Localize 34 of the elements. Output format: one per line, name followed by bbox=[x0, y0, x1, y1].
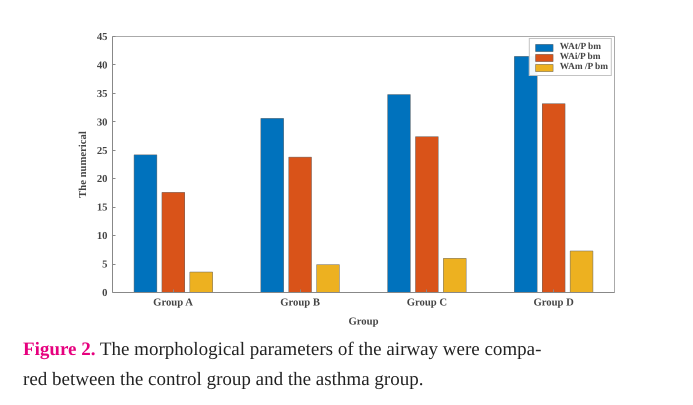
y-tick-label: 35 bbox=[96, 88, 108, 100]
y-tick-label: 10 bbox=[96, 231, 108, 242]
bar bbox=[514, 56, 538, 292]
legend-label: WAt/P bm bbox=[560, 42, 601, 52]
x-tick-label: Group B bbox=[280, 298, 320, 308]
y-tick-label: 30 bbox=[96, 117, 108, 128]
bar bbox=[415, 136, 439, 292]
bar bbox=[542, 103, 566, 292]
y-tick-label: 20 bbox=[96, 174, 108, 186]
text: The morphological parameters of the airway were compa- bbox=[100, 339, 542, 360]
bar bbox=[570, 250, 594, 292]
y-tick-label: 15 bbox=[96, 202, 108, 214]
y-axis-title: The numerical bbox=[78, 131, 89, 198]
bar bbox=[316, 264, 340, 292]
x-tick-label: Group C bbox=[406, 298, 448, 308]
x-tick-label: Group D bbox=[533, 298, 574, 308]
bar bbox=[190, 272, 213, 292]
bar bbox=[134, 154, 158, 292]
x-axis-title: Group bbox=[348, 316, 379, 328]
text: red between the control group and the asthma group. bbox=[23, 369, 424, 390]
y-tick-label: 25 bbox=[96, 146, 108, 157]
y-tick-label: 40 bbox=[96, 60, 108, 72]
caption: Figure 2. bbox=[23, 339, 96, 360]
y-tick-label: 0 bbox=[102, 288, 108, 299]
x-tick-label: Group A bbox=[153, 298, 194, 308]
y-tick-label: 45 bbox=[96, 32, 108, 43]
y-tick-label: 5 bbox=[102, 260, 108, 271]
bar bbox=[387, 94, 411, 292]
bar bbox=[260, 118, 284, 292]
bar bbox=[162, 192, 186, 292]
bar bbox=[443, 258, 466, 292]
legend-label: WAi/P bm bbox=[560, 52, 600, 62]
legend-label: WAm /P bm bbox=[560, 62, 608, 72]
bar bbox=[288, 156, 312, 292]
